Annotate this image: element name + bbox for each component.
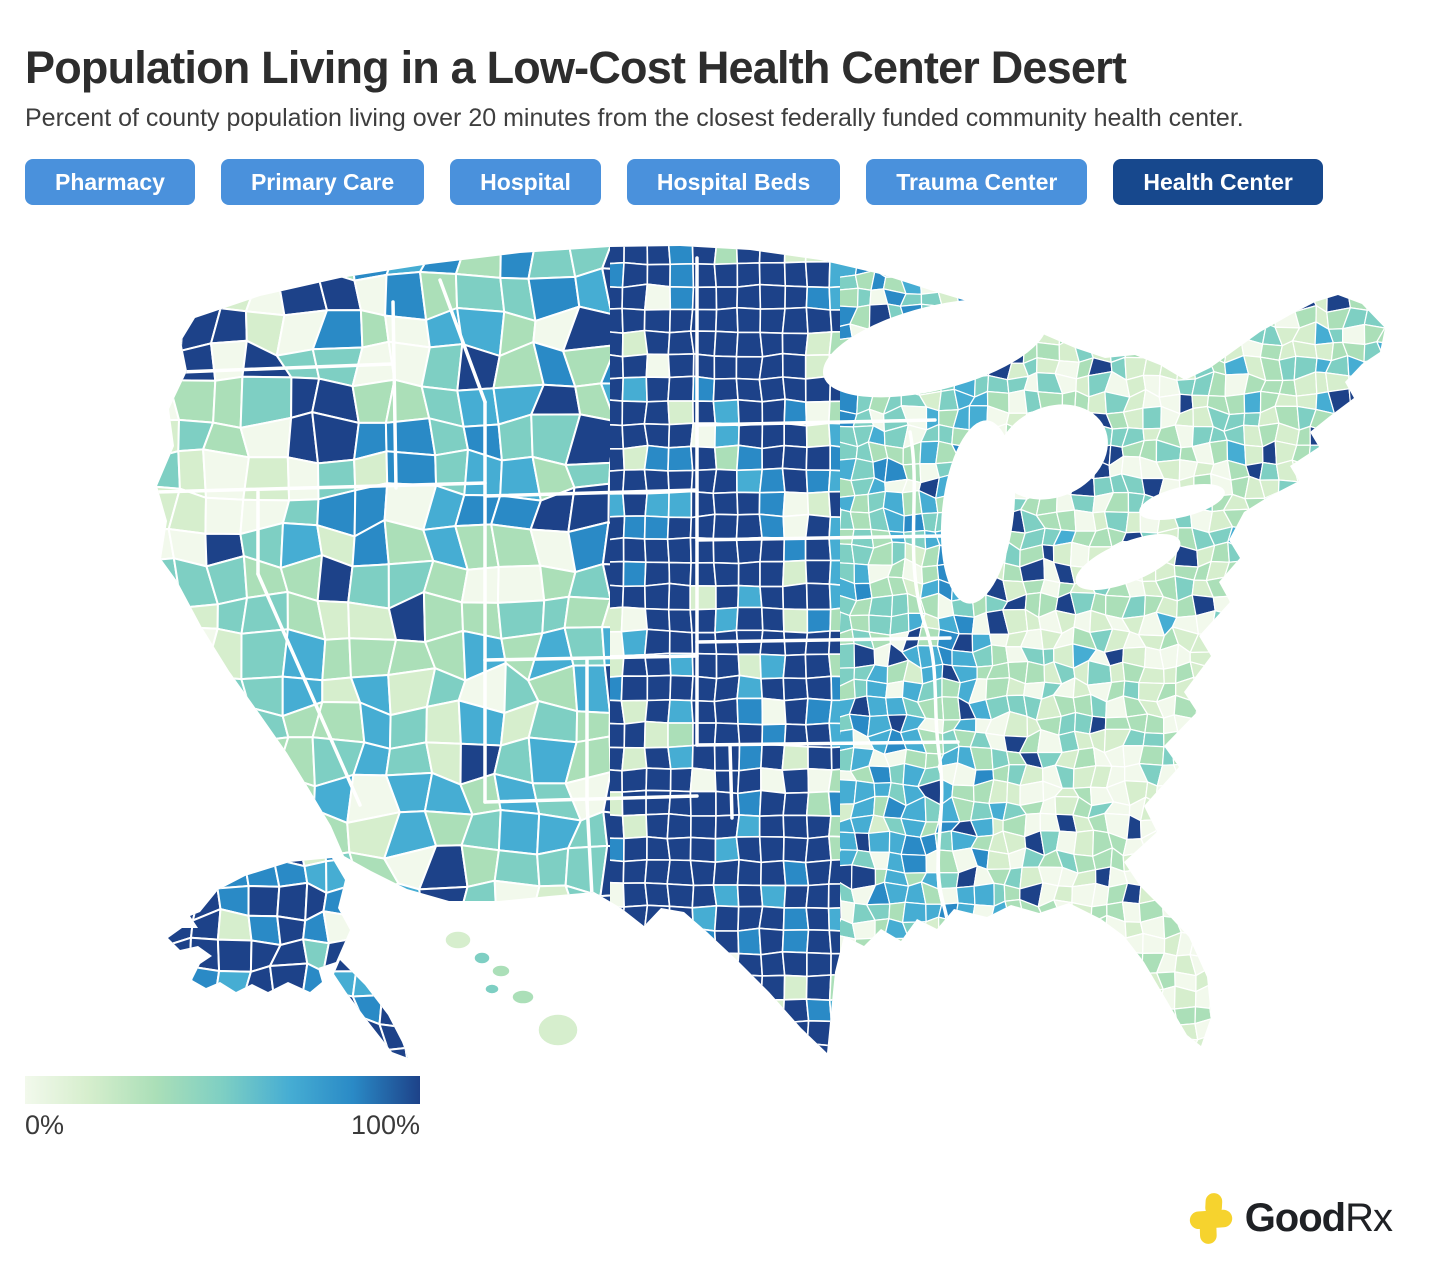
map-svg <box>157 246 1385 1058</box>
category-filter-bar: Pharmacy Primary Care Hospital Hospital … <box>25 159 1323 205</box>
filter-button-primary-care[interactable]: Primary Care <box>220 159 425 205</box>
goodrx-logo: GoodRx <box>1187 1190 1393 1246</box>
page-subtitle: Percent of county population living over… <box>25 104 1244 132</box>
filter-button-trauma-center[interactable]: Trauma Center <box>866 159 1088 205</box>
color-scale-legend: 0% 100% <box>25 1076 420 1141</box>
great-lakes-layer <box>822 298 1225 604</box>
hawaii-inset <box>444 930 579 1047</box>
state-borders-layer <box>157 256 960 936</box>
legend-max-label: 100% <box>350 1110 420 1140</box>
page-title: Population Living in a Low-Cost Health C… <box>25 42 1127 94</box>
filter-button-health-center[interactable]: Health Center <box>1113 159 1323 205</box>
goodrx-cross-icon <box>1189 1193 1232 1244</box>
us-county-choropleth-map[interactable] <box>140 240 1400 1065</box>
filter-button-pharmacy[interactable]: Pharmacy <box>25 159 195 205</box>
legend-min-label: 0% <box>25 1110 65 1140</box>
legend-gradient-bar <box>25 1076 420 1104</box>
filter-button-hospital-beds[interactable]: Hospital Beds <box>626 159 841 205</box>
filter-button-hospital[interactable]: Hospital <box>450 159 601 205</box>
logo-wordmark: GoodRx <box>1244 1195 1393 1240</box>
